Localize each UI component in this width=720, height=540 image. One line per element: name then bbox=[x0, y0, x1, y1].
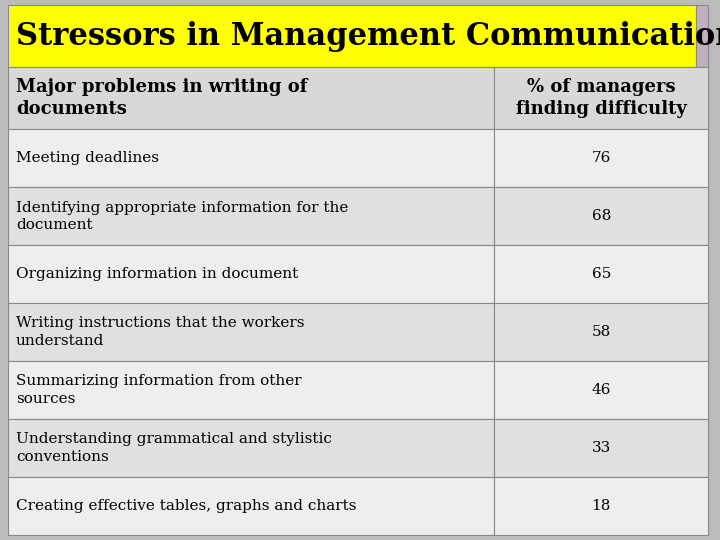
Text: 65: 65 bbox=[592, 267, 611, 281]
Text: Major problems in writing of
documents: Major problems in writing of documents bbox=[16, 78, 307, 118]
Text: 46: 46 bbox=[592, 383, 611, 397]
Bar bbox=[8, 67, 495, 129]
Text: 58: 58 bbox=[592, 325, 611, 339]
Bar bbox=[8, 187, 495, 245]
Text: Creating effective tables, graphs and charts: Creating effective tables, graphs and ch… bbox=[16, 499, 356, 513]
Bar bbox=[495, 129, 708, 187]
Text: Organizing information in document: Organizing information in document bbox=[16, 267, 298, 281]
Text: Understanding grammatical and stylistic
conventions: Understanding grammatical and stylistic … bbox=[16, 433, 332, 464]
Bar bbox=[495, 67, 708, 129]
Text: Summarizing information from other
sources: Summarizing information from other sourc… bbox=[16, 374, 302, 406]
Bar bbox=[495, 419, 708, 477]
Bar bbox=[8, 5, 696, 67]
Bar bbox=[8, 303, 495, 361]
Bar bbox=[495, 477, 708, 535]
Text: 68: 68 bbox=[592, 209, 611, 223]
Text: Stressors in Management Communication: Stressors in Management Communication bbox=[16, 21, 720, 51]
Bar bbox=[8, 361, 495, 419]
Bar bbox=[8, 129, 495, 187]
Text: Meeting deadlines: Meeting deadlines bbox=[16, 151, 159, 165]
Text: 76: 76 bbox=[592, 151, 611, 165]
Bar bbox=[495, 245, 708, 303]
Text: Identifying appropriate information for the
document: Identifying appropriate information for … bbox=[16, 200, 348, 232]
Bar bbox=[8, 477, 495, 535]
Bar bbox=[495, 361, 708, 419]
Text: 18: 18 bbox=[592, 499, 611, 513]
Bar bbox=[8, 419, 495, 477]
Bar bbox=[696, 5, 708, 67]
Bar bbox=[495, 303, 708, 361]
Text: 33: 33 bbox=[592, 441, 611, 455]
Bar bbox=[8, 245, 495, 303]
Text: % of managers
finding difficulty: % of managers finding difficulty bbox=[516, 78, 687, 118]
Text: Writing instructions that the workers
understand: Writing instructions that the workers un… bbox=[16, 316, 305, 348]
Bar bbox=[495, 187, 708, 245]
